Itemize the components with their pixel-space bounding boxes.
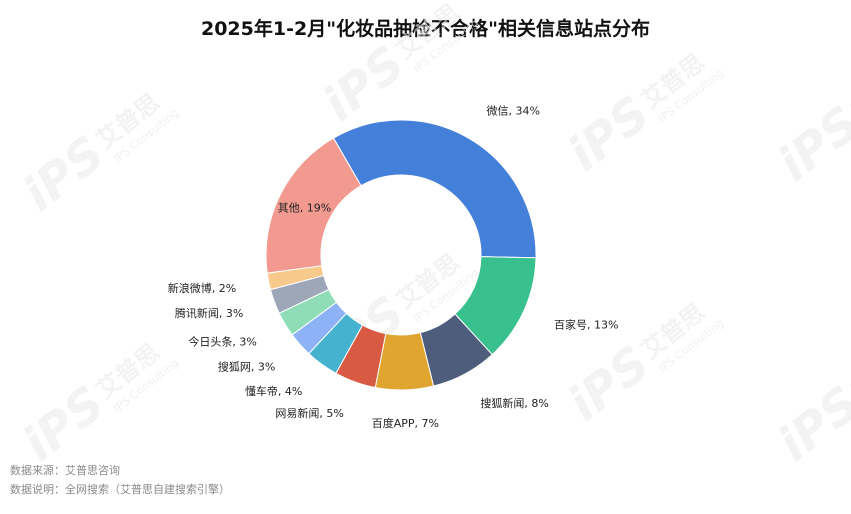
slice-label-3: 百度APP, 7% — [372, 416, 439, 430]
slice-0 — [332, 119, 537, 259]
donut-slices — [265, 119, 537, 391]
data-note: 数据说明：全网搜索（艾普思自建搜索引擎） — [10, 483, 230, 496]
slice-label-4: 网易新闻, 5% — [275, 406, 343, 420]
svg-text:iPS: iPS — [768, 95, 851, 192]
slice-label-9: 新浪微博, 2% — [168, 281, 236, 295]
slice-labels: 微信, 34% 百家号, 13% 搜狐新闻, 8% 百度APP, 7% 网易新闻, 5%… — [168, 103, 619, 430]
svg-text:iPS: iPS — [768, 375, 851, 472]
slice-label-10: 其他, 19% — [278, 202, 331, 215]
slice-label-0: 微信, 34% — [487, 103, 540, 117]
chart-title: 2025年1-2月"化妆品抽检不合格"相关信息站点分布 — [200, 18, 650, 40]
slice-label-8: 腾讯新闻, 3% — [175, 306, 243, 320]
slice-label-1: 百家号, 13% — [554, 317, 618, 331]
slice-label-2: 搜狐新闻, 8% — [480, 396, 548, 410]
slice-label-6: 搜狐网, 3% — [218, 360, 275, 374]
data-source: 数据来源：艾普思咨询 — [10, 464, 120, 477]
slice-10 — [265, 137, 362, 274]
slice-label-7: 今日头条, 3% — [188, 334, 256, 348]
slice-label-5: 懂车帝, 4% — [245, 384, 302, 398]
